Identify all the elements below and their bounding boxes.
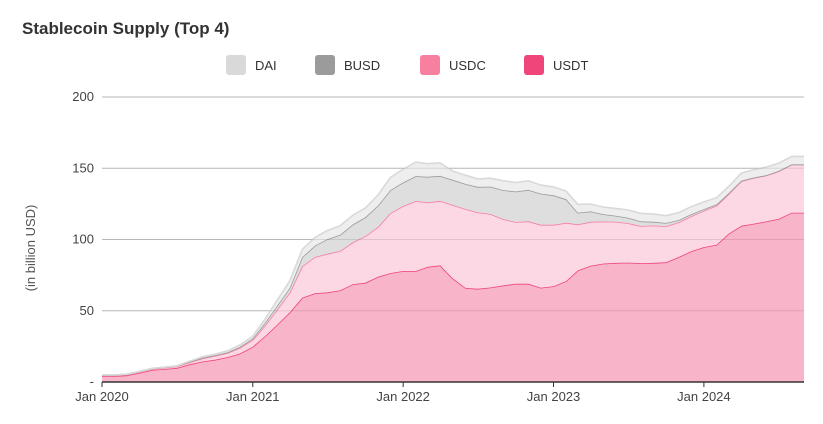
- line-dai: [101, 155, 804, 376]
- x-tick-label: Jan 2023: [527, 389, 581, 404]
- x-tick-label: Jan 2022: [376, 389, 430, 404]
- legend-swatch-busd: [315, 55, 335, 75]
- y-axis-label: (in billion USD): [23, 205, 38, 292]
- y-tick-label: 200: [72, 89, 94, 104]
- chart-title: Stablecoin Supply (Top 4): [22, 19, 230, 38]
- y-tick-label: 100: [72, 232, 94, 247]
- area-series: [101, 155, 804, 382]
- legend-label-usdc: USDC: [449, 58, 486, 73]
- axes: - 50 100 150 200 Jan 2020 Jan 2021 Jan 2022 Jan …: [72, 89, 804, 404]
- legend-swatch-dai: [226, 55, 246, 75]
- legend: DAI BUSD USDC USDT: [226, 55, 588, 75]
- overlay-grid-lines: [102, 96, 804, 312]
- y-tick-label: 50: [80, 303, 94, 318]
- legend-label-usdt: USDT: [553, 58, 588, 73]
- legend-label-busd: BUSD: [344, 58, 380, 73]
- y-tick-label: 150: [72, 160, 94, 175]
- area-usdt: [102, 212, 804, 382]
- x-tick-label: Jan 2021: [226, 389, 280, 404]
- area-dai: [102, 156, 804, 376]
- y-tick-label: -: [90, 374, 94, 389]
- legend-label-dai: DAI: [255, 58, 277, 73]
- x-tick-label: Jan 2020: [75, 389, 129, 404]
- area-usdc: [102, 164, 804, 377]
- legend-swatch-usdt: [524, 55, 544, 75]
- x-tick-label: Jan 2024: [677, 389, 731, 404]
- legend-swatch-usdc: [420, 55, 440, 75]
